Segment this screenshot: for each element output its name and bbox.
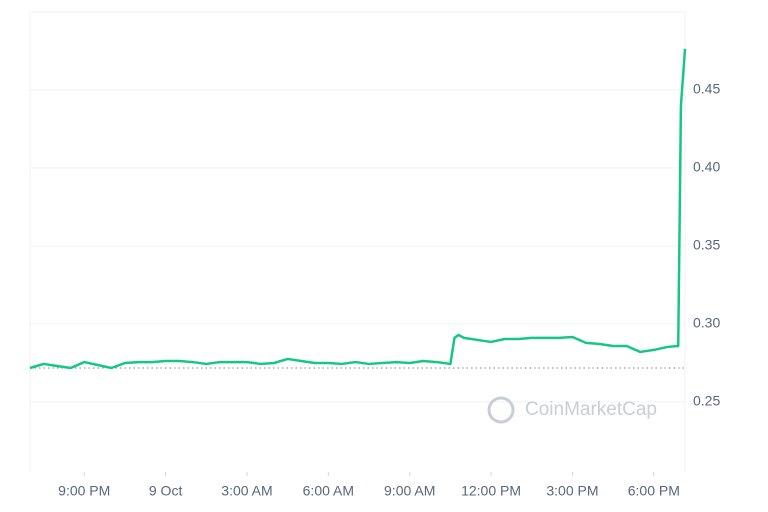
x-tick-label: 9:00 AM [384,483,435,499]
x-tick-label: 9 Oct [149,483,183,499]
x-tick-label: 9:00 PM [58,483,110,499]
y-tick-label: 0.25 [693,393,720,409]
x-tick-label: 3:00 PM [546,483,598,499]
x-tick-label: 12:00 PM [461,483,521,499]
x-tick-label: 6:00 PM [628,483,680,499]
x-tick-label: 6:00 AM [303,483,354,499]
y-tick-label: 0.35 [693,237,720,253]
watermark-logo [487,396,515,424]
x-tick-label: 3:00 AM [221,483,272,499]
watermark: CoinMarketCap [525,399,657,420]
price-line [29,48,687,370]
y-tick-label: 0.45 [693,81,720,97]
y-tick-label: 0.30 [693,315,720,331]
y-tick-label: 0.40 [693,159,720,175]
